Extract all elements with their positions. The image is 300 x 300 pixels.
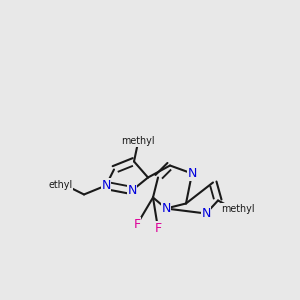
Text: F: F (154, 222, 162, 235)
Text: N: N (187, 167, 197, 180)
Text: methyl: methyl (222, 203, 255, 214)
Text: N: N (201, 207, 211, 220)
Text: methyl: methyl (121, 136, 155, 146)
Text: N: N (161, 202, 171, 215)
Text: N: N (127, 184, 137, 197)
Text: N: N (101, 179, 111, 192)
Text: F: F (134, 218, 141, 231)
Text: ethyl: ethyl (49, 181, 73, 190)
